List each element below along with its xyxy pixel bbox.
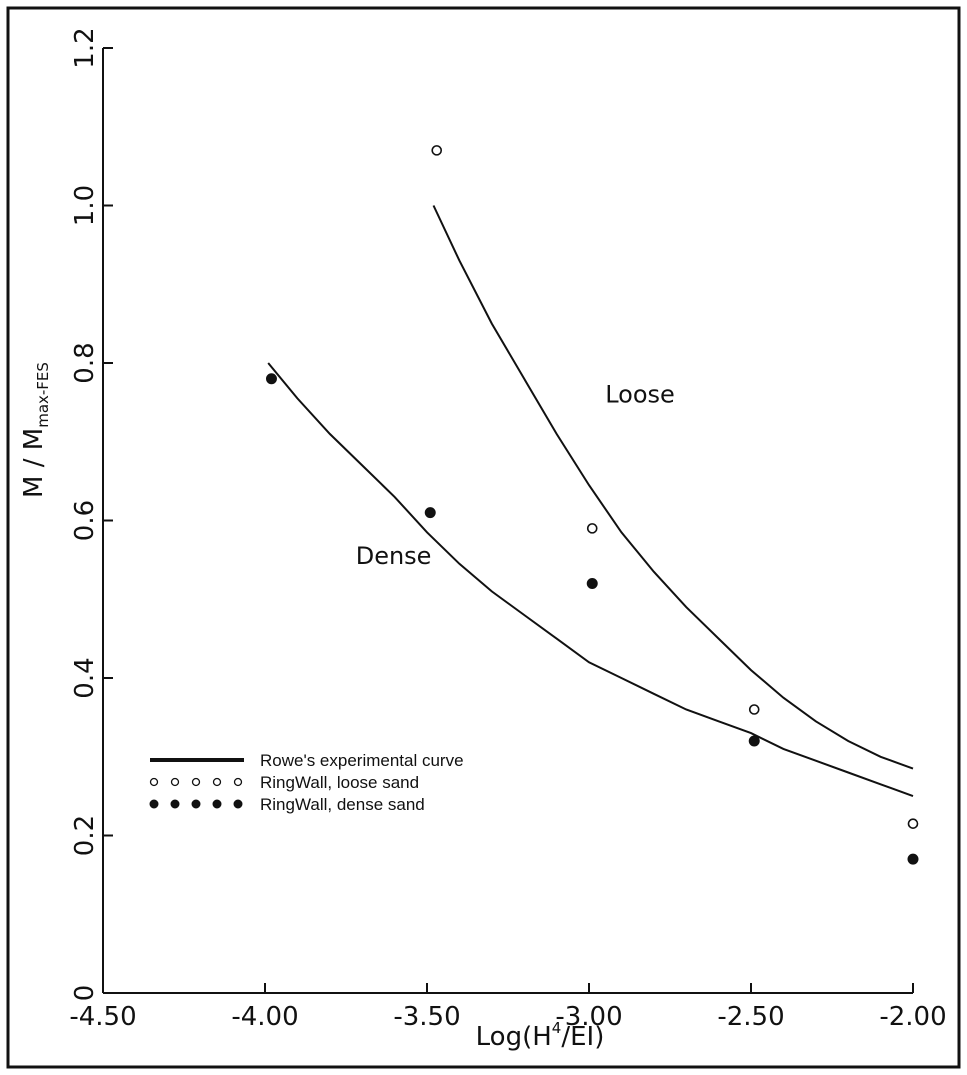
outer-frame	[6, 6, 961, 1069]
x-tick-label: -4.50	[69, 1002, 136, 1032]
x-tick-label: -2.50	[717, 1002, 784, 1032]
loose-sand-point	[431, 145, 443, 156]
x-axis-title: Log(H4/EI)	[476, 1019, 605, 1052]
y-axis-title-main: M / M	[19, 428, 49, 498]
annotation-loose: Loose	[605, 380, 675, 408]
x-axis-title-post: /EI)	[561, 1022, 604, 1052]
rowe-curve-loose	[432, 205, 914, 770]
legend-label: RingWall, dense sand	[260, 795, 425, 814]
x-tick-label: -3.00	[555, 1002, 622, 1032]
dense-sand-point	[907, 853, 919, 865]
axes	[102, 48, 913, 994]
y-tick-label: 1.0	[70, 185, 100, 226]
legend-label: RingWall, loose sand	[260, 773, 419, 792]
ticks: -4.50 -4.00 -3.50 -3.00 -2.50 -2.00 0 0.2 0.4 0.6…	[69, 27, 946, 1032]
loose-sand-point	[586, 523, 598, 534]
curves	[267, 205, 914, 798]
legend-label: Rowe's experimental curve	[260, 751, 464, 770]
legend-filled-circle-swatch	[191, 799, 201, 809]
legend-filled-circle-swatch	[149, 799, 159, 809]
y-tick-label: 0.6	[70, 500, 100, 541]
y-tick-label: 1.2	[70, 27, 100, 68]
rowe-curve-dense	[267, 362, 914, 798]
x-tick-label: -4.00	[231, 1002, 298, 1032]
loose-sand-point	[748, 704, 760, 715]
y-tick-label: 0	[70, 985, 100, 1002]
legend-filled-circle-swatch	[170, 799, 180, 809]
legend-filled-circle-swatch	[233, 799, 243, 809]
legend-open-circle-swatch	[191, 777, 201, 787]
legend-open-circle-swatch	[170, 777, 180, 787]
y-tick-label: 0.8	[70, 342, 100, 383]
y-axis-title-sub: max-FES	[34, 362, 52, 428]
y-tick-label: 0.2	[70, 815, 100, 856]
legend-filled-circle-swatch	[212, 799, 222, 809]
x-axis-title-pre: Log(H	[476, 1022, 552, 1052]
legend: Rowe's experimental curve RingWall, loose…	[149, 751, 464, 814]
legend-open-circle-swatch	[212, 777, 222, 787]
y-axis-title: M / Mmax-FES	[19, 362, 52, 498]
annotation-dense: Dense	[356, 542, 432, 570]
dense-sand-point	[748, 735, 760, 747]
annotations: Loose Dense	[356, 380, 675, 569]
dense-sand-point	[265, 373, 277, 385]
loose-sand-point	[907, 818, 919, 829]
x-axis-title-sup: 4	[552, 1019, 562, 1037]
points	[265, 145, 919, 865]
legend-open-circle-swatch	[149, 777, 159, 787]
dense-sand-point	[586, 578, 598, 589]
x-tick-label: -2.00	[879, 1002, 946, 1032]
legend-open-circle-swatch	[233, 777, 243, 787]
y-tick-label: 0.4	[70, 657, 100, 698]
x-tick-label: -3.50	[393, 1002, 460, 1032]
dense-sand-point	[424, 507, 436, 519]
